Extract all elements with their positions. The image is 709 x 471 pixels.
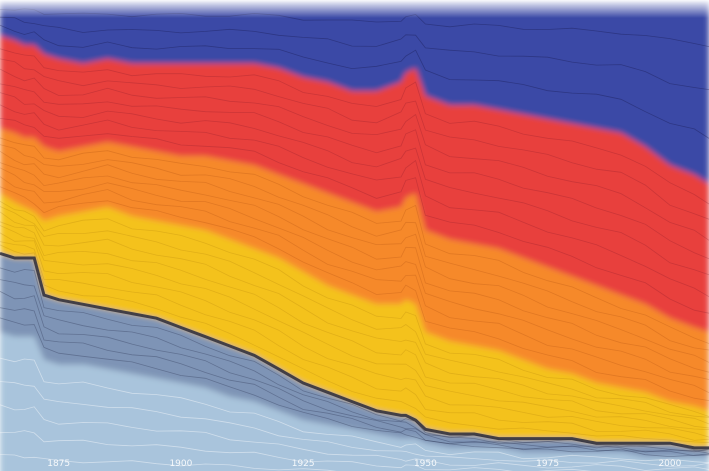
streak-line [0, 186, 709, 401]
band-gray-blue [0, 253, 709, 458]
streak-line [0, 225, 709, 430]
streak-line [0, 381, 709, 467]
streak-line [0, 404, 709, 471]
dark-boundary-line [0, 251, 709, 450]
streak-line [0, 92, 709, 276]
x-tick-label: 1875 [47, 459, 70, 469]
streak-line [0, 24, 709, 139]
streak-line [0, 454, 337, 471]
streak-line [0, 206, 709, 418]
streak-line [0, 118, 709, 314]
streak-line [0, 150, 709, 363]
x-tick-label: 1900 [169, 459, 192, 469]
streak-line [0, 244, 709, 443]
streak-line [0, 211, 709, 425]
band-light-blue [0, 332, 709, 471]
streak-line [0, 176, 709, 394]
band-orange [0, 128, 709, 411]
streak-line [0, 357, 709, 463]
streak-line [0, 162, 709, 373]
streak-line [0, 104, 709, 298]
streak-line [0, 221, 709, 429]
streak-line [0, 137, 709, 344]
streak-line [0, 232, 709, 438]
streak-line [0, 317, 709, 458]
streak-line [0, 307, 709, 457]
streak-line [0, 241, 709, 441]
streak-line [0, 144, 709, 351]
band-red [0, 35, 709, 333]
top-fade [0, 0, 709, 18]
streak-line [0, 430, 670, 471]
streak-line [0, 279, 709, 453]
x-tick-label: 2000 [658, 459, 681, 469]
streak-line [0, 83, 709, 260]
streak-line [0, 68, 709, 241]
streak-line [0, 58, 709, 220]
streak-line [0, 167, 709, 380]
x-tick-label: 1975 [536, 459, 559, 469]
streak-line [0, 48, 709, 205]
band-yellow [0, 193, 709, 448]
streak-line [0, 291, 709, 454]
band-purple [0, 0, 709, 184]
x-tick-label: 1950 [414, 459, 437, 469]
x-tick-label: 1925 [292, 459, 315, 469]
streak-line [0, 200, 709, 417]
streak-line [0, 16, 709, 90]
